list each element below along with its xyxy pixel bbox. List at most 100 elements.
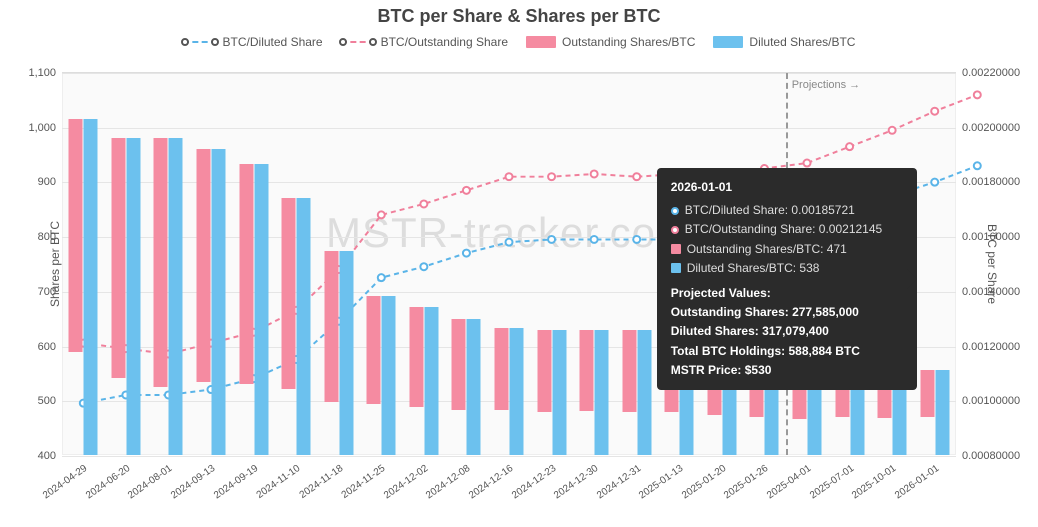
tooltip-swatch [671,263,681,273]
bar-diluted [169,138,183,455]
x-tick: 2025-04-01 [765,463,813,501]
legend-btc-outstanding[interactable]: BTC/Outstanding Share [341,35,508,49]
tooltip-projected-header: Projected Values: [671,284,903,303]
tooltip-row: Diluted Shares/BTC: 538 [671,259,903,278]
x-tick: 2024-12-16 [467,463,515,501]
x-tick: 2024-09-13 [169,463,217,501]
y-tick-left: 600 [38,341,56,353]
legend-btc-diluted[interactable]: BTC/Diluted Share [183,35,323,49]
y-tick-right: 0.00100000 [962,395,1020,407]
bar-outstanding [324,251,338,402]
bar-outstanding [580,330,594,410]
bar-diluted [254,164,268,455]
bar-diluted [297,198,311,455]
bar-outstanding [154,138,168,387]
bar-group[interactable] [111,138,140,455]
x-tick: 2024-08-01 [127,463,175,501]
tooltip-swatch [671,207,679,215]
bar-outstanding [197,149,211,383]
bar-outstanding [111,138,125,379]
bar-diluted [382,296,396,455]
bar-outstanding [920,370,934,417]
y-tick-right: 0.00080000 [962,450,1020,462]
x-tick: 2025-01-26 [723,463,771,501]
tooltip-projected-row: Diluted Shares: 317,079,400 [671,322,903,341]
chart-title: BTC per Share & Shares per BTC [0,0,1038,27]
bar-outstanding [239,164,253,384]
bar-diluted [552,330,566,455]
bar-group[interactable] [367,296,396,455]
bar-group[interactable] [239,164,268,455]
y-tick-right: 0.00200000 [962,122,1020,134]
bar-group[interactable] [622,330,651,455]
bar-group[interactable] [495,328,524,455]
tooltip-date: 2026-01-01 [671,178,903,197]
y-tick-right: 0.00180000 [962,176,1020,188]
bar-group[interactable] [197,149,226,455]
x-tick: 2024-12-30 [552,463,600,501]
bar-diluted [510,328,524,455]
x-tick: 2024-11-18 [297,463,345,501]
y-tick-left: 1,100 [28,67,56,79]
tooltip-row: Outstanding Shares/BTC: 471 [671,240,903,259]
legend-line-icon [341,41,375,43]
y-tick-left: 500 [38,395,56,407]
y-tick-right: 0.00220000 [962,67,1020,79]
bar-outstanding [452,319,466,409]
bar-group[interactable] [282,198,311,455]
legend-box-icon [526,36,556,48]
legend-label: BTC/Diluted Share [223,35,323,49]
x-tick: 2024-09-19 [212,463,260,501]
bar-diluted [467,319,481,455]
x-axis: 2024-04-292024-06-202024-08-012024-09-13… [62,455,956,527]
bar-diluted [84,119,98,455]
legend-label: BTC/Outstanding Share [381,35,508,49]
bar-outstanding [282,198,296,390]
bar-group[interactable] [154,138,183,455]
bar-group[interactable] [537,330,566,455]
x-tick: 2024-12-31 [595,463,643,501]
bar-group[interactable] [920,370,949,455]
bar-diluted [212,149,226,455]
bar-diluted [424,307,438,455]
legend-label: Diluted Shares/BTC [749,35,855,49]
tooltip-row-label: Diluted Shares/BTC: 538 [687,259,820,278]
bar-outstanding [495,328,509,410]
legend-label: Outstanding Shares/BTC [562,35,695,49]
x-tick: 2024-12-08 [425,463,473,501]
y-tick-left: 800 [38,231,56,243]
tooltip-row-label: BTC/Outstanding Share: 0.00212145 [685,220,882,239]
tooltip-row: BTC/Outstanding Share: 0.00212145 [671,220,903,239]
y-tick-right: 0.00140000 [962,286,1020,298]
projection-label: Projections → [792,79,860,91]
bar-group[interactable] [580,330,609,455]
legend: BTC/Diluted Share BTC/Outstanding Share … [0,35,1038,49]
tooltip: 2026-01-01 BTC/Diluted Share: 0.00185721… [657,168,917,390]
y-tick-left: 900 [38,176,56,188]
bar-group[interactable] [409,307,438,455]
y-tick-right: 0.00160000 [962,231,1020,243]
bar-group[interactable] [452,319,481,455]
x-tick: 2026-01-01 [893,463,941,501]
plot-area[interactable]: MSTR-tracker.com 4000.000800005000.00100… [62,72,956,455]
legend-box-icon [713,36,743,48]
bar-diluted [126,138,140,455]
bar-group[interactable] [324,251,353,455]
bar-diluted [935,370,949,455]
bar-diluted [339,251,353,455]
y-tick-left: 700 [38,286,56,298]
x-tick: 2025-01-13 [637,463,685,501]
tooltip-swatch [671,244,681,254]
x-tick: 2024-04-29 [41,463,89,501]
x-tick: 2024-11-10 [255,463,303,501]
tooltip-projected-row: MSTR Price: $530 [671,361,903,380]
x-tick: 2025-01-20 [680,463,728,501]
bar-outstanding [409,307,423,407]
legend-outstanding-shares[interactable]: Outstanding Shares/BTC [526,35,695,49]
legend-diluted-shares[interactable]: Diluted Shares/BTC [713,35,855,49]
bar-outstanding [69,119,83,352]
x-tick: 2025-07-01 [808,463,856,501]
bar-outstanding [622,330,636,412]
x-tick: 2024-11-25 [340,463,388,501]
bar-group[interactable] [69,119,98,455]
